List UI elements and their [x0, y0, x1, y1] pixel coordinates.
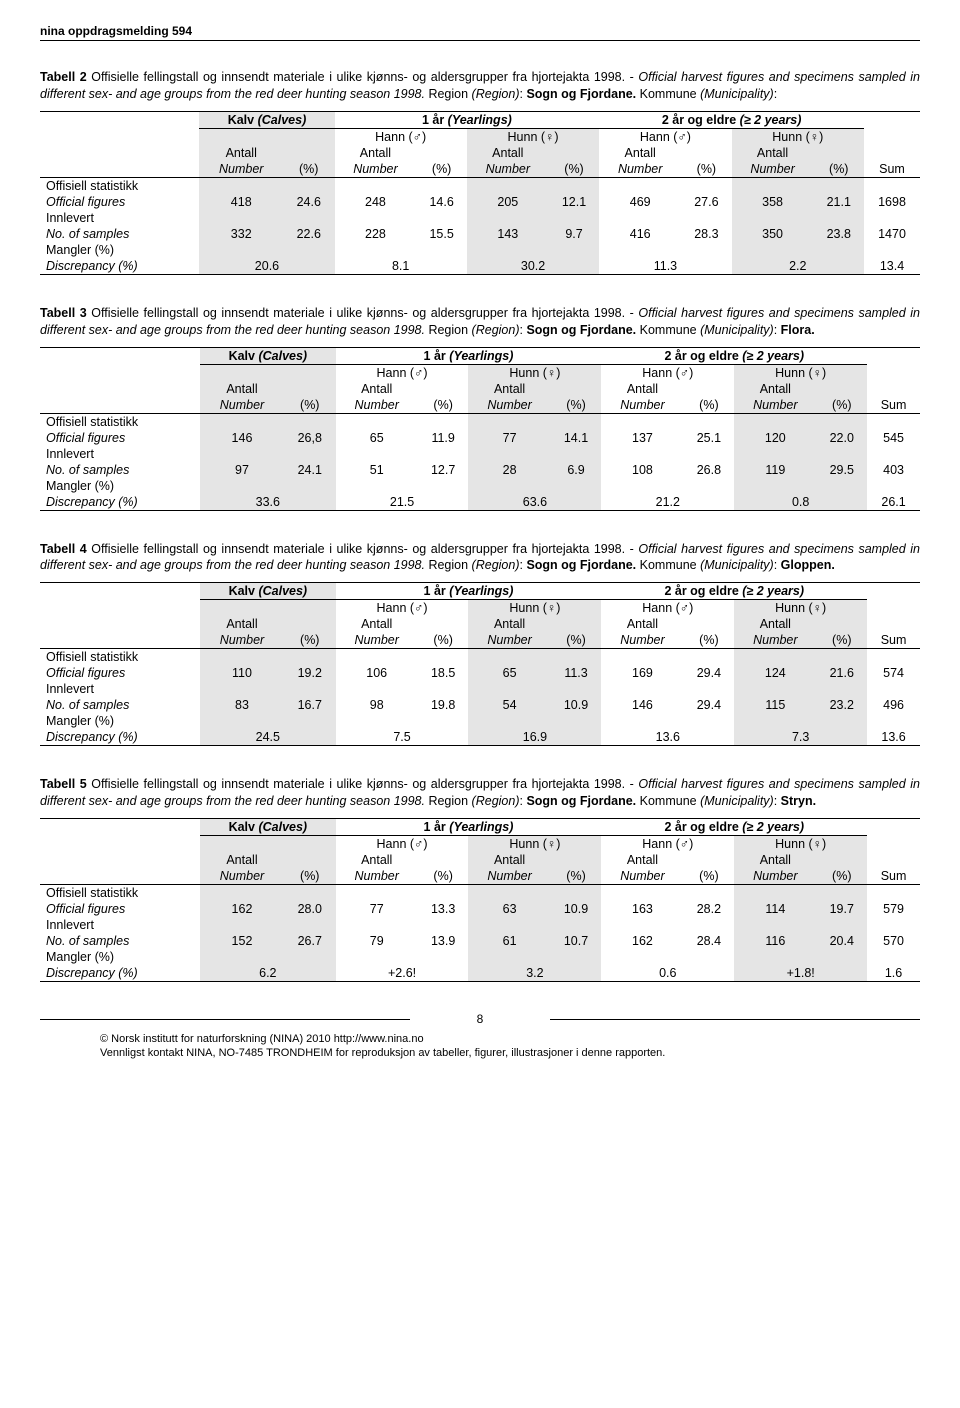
- harvest-table: Kalv (Calves)1 år (Yearlings)2 år og eld…: [40, 582, 920, 746]
- page-number: 8: [40, 1012, 920, 1026]
- table-caption: Tabell 5 Offisielle fellingstall og inns…: [40, 776, 920, 810]
- table-caption: Tabell 4 Offisielle fellingstall og inns…: [40, 541, 920, 575]
- copyright-block: © Norsk institutt for naturforskning (NI…: [100, 1032, 920, 1061]
- harvest-table: Kalv (Calves)1 år (Yearlings)2 år og eld…: [40, 111, 920, 275]
- table-caption: Tabell 2 Offisielle fellingstall og inns…: [40, 69, 920, 103]
- copyright-line-1: © Norsk institutt for naturforskning (NI…: [100, 1032, 920, 1046]
- page-header: nina oppdragsmelding 594: [40, 24, 920, 41]
- copyright-line-2: Vennligst kontakt NINA, NO-7485 TRONDHEI…: [100, 1046, 920, 1060]
- page-number-text: 8: [477, 1012, 484, 1026]
- series-title: nina oppdragsmelding 594: [40, 24, 192, 38]
- harvest-table: Kalv (Calves)1 år (Yearlings)2 år og eld…: [40, 818, 920, 982]
- harvest-table: Kalv (Calves)1 år (Yearlings)2 år og eld…: [40, 347, 920, 511]
- table-caption: Tabell 3 Offisielle fellingstall og inns…: [40, 305, 920, 339]
